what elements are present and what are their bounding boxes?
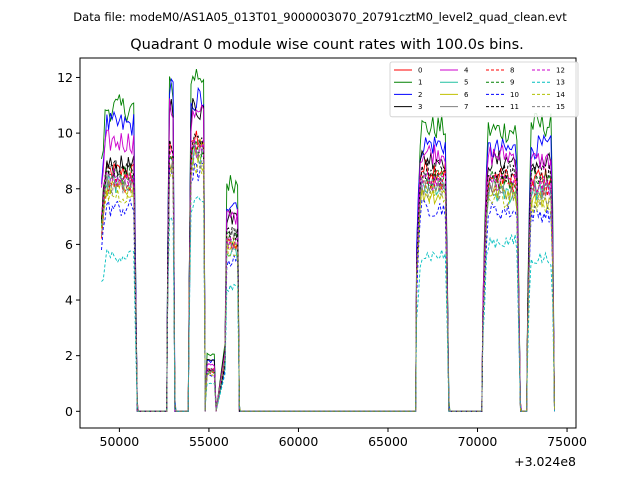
legend-label-1: 1 xyxy=(418,79,422,87)
chart-suptitle: Data file: modeM0/AS1A05_013T01_90000030… xyxy=(73,10,567,24)
legend-label-5: 5 xyxy=(464,79,468,87)
x-tick-label: 50000 xyxy=(100,434,140,449)
y-tick-label: 8 xyxy=(65,181,73,196)
legend-label-12: 12 xyxy=(556,67,565,75)
series-line-15 xyxy=(101,147,555,412)
x-offset-label: +3.024e8 xyxy=(514,454,576,469)
x-tick-label: 55000 xyxy=(189,434,229,449)
legend-label-11: 11 xyxy=(510,103,519,111)
y-tick-label: 2 xyxy=(65,348,73,363)
plot-frame xyxy=(79,57,577,429)
x-tick-label: 70000 xyxy=(458,434,498,449)
series-line-12 xyxy=(101,138,555,412)
legend-label-0: 0 xyxy=(418,67,422,75)
y-tick-label: 0 xyxy=(65,404,73,419)
x-tick-label: 75000 xyxy=(547,434,587,449)
legend-box xyxy=(389,61,579,118)
legend-label-8: 8 xyxy=(510,67,514,75)
plot-area xyxy=(80,58,576,428)
legend-label-9: 9 xyxy=(510,79,514,87)
legend-label-13: 13 xyxy=(556,79,565,87)
legend-label-15: 15 xyxy=(556,103,565,111)
y-tick-label: 6 xyxy=(65,237,73,252)
legend-label-2: 2 xyxy=(418,91,422,99)
legend-label-6: 6 xyxy=(464,91,469,99)
legend-label-7: 7 xyxy=(464,103,468,111)
legend-label-14: 14 xyxy=(556,91,565,99)
legend-label-4: 4 xyxy=(464,67,469,75)
series-layer xyxy=(101,69,555,412)
y-tick-label: 4 xyxy=(65,293,73,308)
x-tick-label: 60000 xyxy=(279,434,319,449)
x-axis: 50000 55000 60000 65000 70000 75000 xyxy=(100,428,587,449)
legend-label-3: 3 xyxy=(418,103,422,111)
y-axis: 0 2 4 6 8 10 12 xyxy=(57,70,80,419)
x-tick-label: 65000 xyxy=(368,434,408,449)
y-tick-label: 12 xyxy=(57,70,73,85)
y-tick-label: 10 xyxy=(57,126,73,141)
legend-label-10: 10 xyxy=(510,91,519,99)
chart-title: Quadrant 0 module wise count rates with … xyxy=(130,37,524,53)
